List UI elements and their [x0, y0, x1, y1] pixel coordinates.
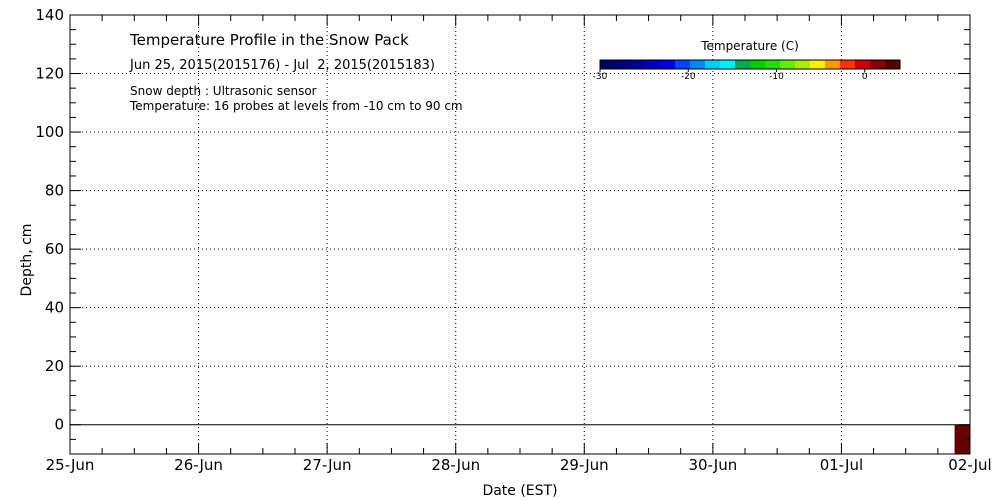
colorbar-frame — [599, 59, 901, 70]
colorbar-segment — [855, 60, 871, 69]
colorbar-tick-label: -20 — [681, 72, 696, 82]
y-tick-label: 80 — [45, 182, 64, 200]
x-tick-label: 01-Jul — [820, 456, 863, 474]
colorbar-segment — [615, 60, 631, 69]
chart-note-probes: Temperature: 16 probes at levels from -1… — [129, 99, 463, 113]
colorbar-segment — [825, 60, 841, 69]
colorbar-segment — [810, 60, 826, 69]
colorbar-segment — [660, 60, 676, 69]
colorbar-segment — [630, 60, 646, 69]
colorbar-segment — [840, 60, 856, 69]
colorbar-segment — [690, 60, 706, 69]
x-tick-label: 30-Jun — [688, 456, 737, 474]
y-tick-label: 140 — [35, 6, 64, 24]
colorbar-segment — [705, 60, 721, 69]
plot-frame — [69, 14, 971, 455]
heatmap-cell — [954, 424, 970, 454]
colorbar-tick-label: -10 — [769, 72, 784, 82]
colorbar-segment — [645, 60, 661, 69]
chart-note-sensor: Snow depth : Ultrasonic sensor — [130, 84, 317, 98]
x-tick-label: 28-Jun — [431, 456, 480, 474]
y-tick-label: 100 — [35, 123, 64, 141]
plot-area: 0 20 40 60 80 100 120 140 25-Jun 26-Jun 27-Jun 28-J… — [35, 6, 991, 474]
x-tick-label: 26-Jun — [174, 456, 223, 474]
colorbar-tick-label: 0 — [862, 72, 868, 82]
colorbar-segment — [780, 60, 796, 69]
y-axis-label: Depth, cm — [19, 224, 35, 297]
colorbar-segment — [735, 60, 751, 69]
y-tick-label: 120 — [35, 65, 64, 83]
colorbar: -30 -20 -10 0 — [593, 59, 901, 82]
colorbar-title: Temperature (C) — [700, 39, 799, 53]
colorbar-tick-label: -30 — [593, 72, 608, 82]
y-tick-label: 20 — [45, 357, 64, 375]
colorbar-segment — [885, 60, 901, 69]
x-tick-label: 25-Jun — [46, 456, 95, 474]
x-tick-label: 02-Jul — [948, 456, 991, 474]
colorbar-segment — [765, 60, 781, 69]
y-tick-label: 40 — [45, 299, 64, 317]
colorbar-segment — [870, 60, 886, 69]
chart-title: Temperature Profile in the Snow Pack — [129, 31, 409, 49]
y-tick-label: 0 — [54, 416, 64, 434]
colorbar-segment — [750, 60, 766, 69]
x-tick-label: 27-Jun — [303, 456, 352, 474]
y-tick-label: 60 — [45, 240, 64, 258]
colorbar-segment — [600, 60, 616, 69]
chart-subtitle: Jun 25, 2015(2015176) - Jul 2, 2015(2015… — [129, 58, 435, 73]
colorbar-segment — [795, 60, 811, 69]
x-axis-label: Date (EST) — [482, 483, 557, 499]
x-tick-label: 29-Jun — [560, 456, 609, 474]
colorbar-segment — [720, 60, 736, 69]
colorbar-segment — [675, 60, 691, 69]
